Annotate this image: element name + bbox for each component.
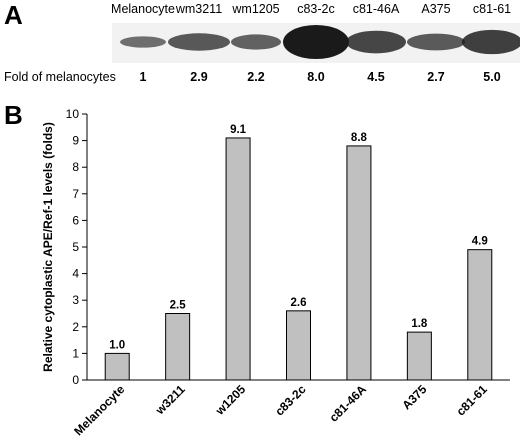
- category-labels: Melanocyte w3211 w1205 c83-2c c81-46A A375 c81…: [71, 382, 490, 437]
- bar-c83-2c: [286, 310, 311, 381]
- blot-band-melanocyte: [120, 36, 166, 48]
- fold-values: 1 2.9 2.2 8.0 4.5 2.7 5.0: [140, 70, 501, 84]
- lane-label-wm3211: wm3211: [175, 2, 222, 16]
- fold-row-label: Fold of melanocytes: [4, 70, 116, 84]
- category-label-melanocyte: Melanocyte: [71, 382, 127, 437]
- category-label-a375: A375: [399, 382, 429, 412]
- panel-b-bar-chart: B Relative cytoplastic APE/Ref-1 levels …: [4, 100, 510, 437]
- value-label-melanocyte: 1.0: [109, 339, 125, 351]
- category-label-w1205: w1205: [212, 382, 248, 418]
- value-label-w3211: 2.5: [170, 300, 187, 312]
- y-tick-label-5: 5: [72, 240, 79, 254]
- fold-value-c81-46a: 4.5: [367, 70, 384, 84]
- lane-label-a375: A375: [421, 2, 450, 16]
- lane-label-c81-61: c81-61: [473, 2, 511, 16]
- bar-c81-61: [467, 249, 493, 381]
- panel-a-letter: A: [4, 0, 23, 30]
- lane-label-melanocyte: Melanocyte: [111, 2, 175, 16]
- value-label-c83-2c: 2.6: [291, 297, 307, 309]
- fold-value-c83-2c: 8.0: [307, 70, 324, 84]
- blot-band-c81-61: [462, 29, 520, 55]
- value-label-w1205: 9.1: [230, 124, 247, 136]
- blot-band-wm3211: [168, 33, 230, 51]
- y-tick-label-10: 10: [66, 107, 80, 121]
- lane-label-c83-2c: c83-2c: [297, 2, 335, 16]
- blot-band-wm1205: [231, 34, 281, 50]
- value-label-a375: 1.8: [411, 318, 428, 330]
- blot-band-c83-2c: [283, 25, 349, 59]
- y-axis-label: Relative cytoplastic APE/Ref-1 levels (f…: [41, 122, 55, 372]
- category-label-c81-61: c81-61: [454, 382, 491, 419]
- bars: [104, 137, 493, 381]
- bar-value-labels: 1.0 2.5 9.1 2.6 8.8 1.8 4.9: [109, 124, 488, 351]
- bar-w3211: [165, 313, 191, 381]
- fold-value-wm1205: 2.2: [247, 70, 264, 84]
- lane-label-c81-46a: c81-46A: [353, 2, 400, 16]
- y-tick-label-8: 8: [72, 160, 79, 174]
- blot-band-c81-46a: [346, 30, 406, 54]
- bar-a375: [406, 331, 432, 381]
- y-tick-label-9: 9: [72, 134, 79, 148]
- fold-value-c81-61: 5.0: [483, 70, 500, 84]
- bar-w1205: [225, 137, 251, 381]
- panel-a-western-blot: A Melanocyte wm3211 wm1205 c83-2c c81-46A A37…: [4, 0, 520, 84]
- y-tick-label-6: 6: [72, 213, 79, 227]
- lane-label-wm1205: wm1205: [231, 2, 279, 16]
- fold-value-melanocyte: 1: [140, 70, 147, 84]
- y-tick-label-0: 0: [72, 373, 79, 387]
- y-tick-label-2: 2: [72, 320, 79, 334]
- category-label-w3211: w3211: [152, 382, 188, 418]
- value-label-c81-46a: 8.8: [351, 132, 368, 144]
- y-tick-label-7: 7: [72, 187, 79, 201]
- category-label-c81-46a: c81-46A: [327, 382, 370, 425]
- y-tick-label-4: 4: [72, 267, 79, 281]
- category-label-c83-2c: c83-2c: [272, 382, 309, 419]
- blot-band-a375: [407, 33, 465, 51]
- blot-bands: [120, 25, 520, 59]
- panel-b-letter: B: [4, 100, 23, 130]
- fold-value-a375: 2.7: [427, 70, 444, 84]
- lane-labels: Melanocyte wm3211 wm1205 c83-2c c81-46A A375 c…: [111, 2, 511, 16]
- y-axis-ticks: 0 1 2 3 4 5 6 7 8 9 10: [66, 107, 87, 387]
- bar-c81-46a: [346, 145, 372, 381]
- value-label-c81-61: 4.9: [472, 236, 488, 248]
- bar-melanocyte: [104, 352, 130, 381]
- fold-value-wm3211: 2.9: [190, 70, 207, 84]
- y-tick-label-3: 3: [72, 293, 79, 307]
- y-tick-label-1: 1: [72, 346, 79, 360]
